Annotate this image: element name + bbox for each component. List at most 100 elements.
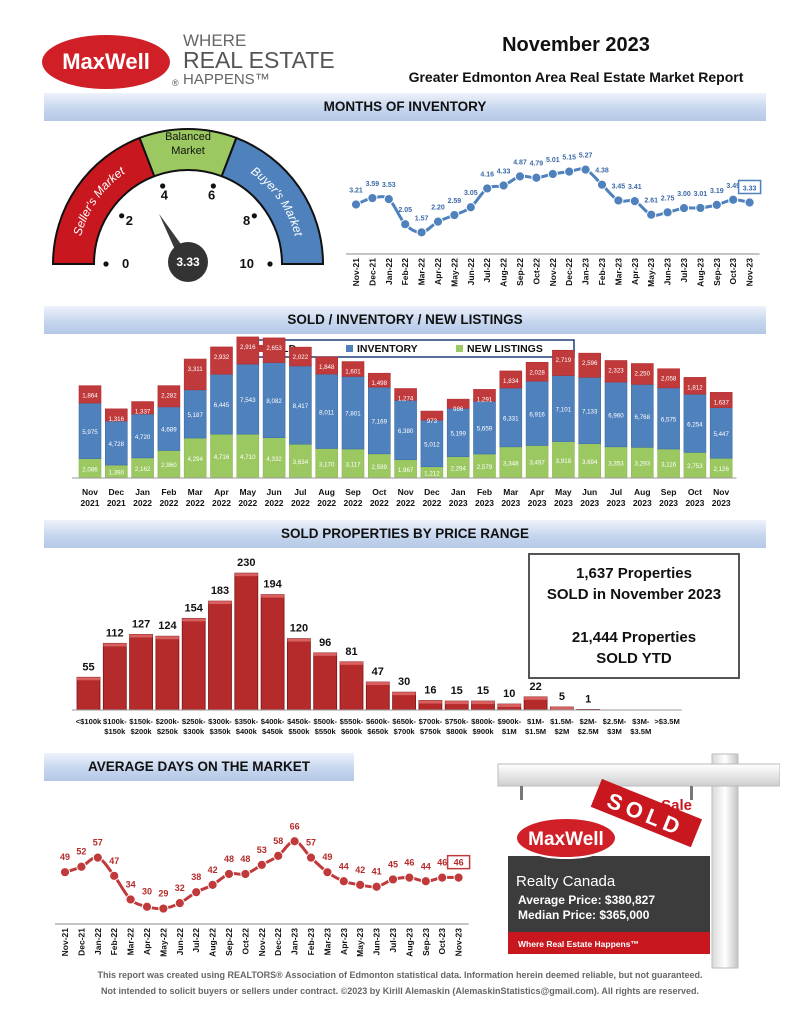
days_on_market-tick-label: May-22 — [158, 928, 168, 957]
sil-bar-sold — [367, 372, 391, 388]
sil-data-label: 1,601 — [345, 369, 361, 376]
sil-tick-year: 2021 — [81, 498, 100, 508]
sil-data-label: 7,801 — [345, 411, 361, 418]
months_of_inventory-data-label: 3.00 — [677, 191, 691, 198]
months_of_inventory-tick-label: Nov-23 — [745, 258, 755, 287]
sil-data-label: 2,028 — [529, 369, 545, 376]
sign-slogan: Where Real Estate Happens™ — [518, 939, 639, 949]
sil-data-label: 1,967 — [398, 467, 414, 474]
months_of_inventory-data-label: 5.27 — [579, 153, 593, 160]
price-tick-label: $350k- — [234, 717, 258, 726]
price-data-label: 183 — [211, 585, 229, 597]
days_on_market-tick-label: Jan-23 — [290, 928, 300, 955]
price-bar — [286, 638, 311, 711]
months_of_inventory-data-label: 4.38 — [595, 168, 609, 175]
months-of-inventory-chart: 3.213.59 3.53 2.051.572.202.593.05 4.16 4.33… — [346, 153, 762, 287]
price-bar-top — [208, 601, 232, 605]
sil-data-label: 1,316 — [109, 416, 125, 423]
sil-data-label: 1,637 — [713, 399, 729, 406]
sil-tick-month: Mar — [503, 487, 519, 497]
sil-tick-year: 2023 — [475, 498, 494, 508]
price-data-label: 15 — [451, 685, 463, 697]
price-bar-top — [418, 700, 442, 704]
price-bar — [129, 634, 153, 711]
days_on_market-point — [338, 876, 349, 887]
days_on_market-point — [174, 897, 185, 909]
months_of_inventory-point — [432, 216, 444, 227]
days_on_market-point — [109, 870, 120, 881]
sil-tick-year: 2023 — [685, 498, 704, 508]
sil-data-label: 8,011 — [319, 409, 335, 416]
months_of_inventory-data-label: 5.01 — [546, 157, 560, 164]
sil-data-label: 2,022 — [293, 354, 309, 361]
months_of_inventory-point — [646, 209, 657, 220]
sil-data-label: 6,575 — [661, 416, 677, 423]
sil-data-label: 2,294 — [450, 465, 466, 472]
gauge-tick-label: 6 — [208, 187, 215, 202]
days_on_market-data-label: 30 — [142, 887, 152, 897]
months_of_inventory-data-label: 4.79 — [530, 161, 544, 168]
price-tick-label: $450k — [262, 727, 284, 736]
days_on_market-point — [387, 874, 399, 885]
sil-bar-sold — [630, 363, 654, 385]
months_of_inventory-tick-label: Mar-22 — [417, 258, 427, 286]
days_on_market-data-label: 53 — [257, 845, 267, 855]
sil-data-label: 5,447 — [713, 431, 729, 438]
days_on_market-data-label: 46 — [454, 858, 464, 868]
days_on_market-data-label: 38 — [191, 872, 201, 882]
sil-data-label: 7,169 — [372, 418, 388, 425]
sil-tick-month: Sep — [661, 487, 677, 497]
sil-tick-month: Aug — [318, 487, 335, 497]
sil-data-label: 6,960 — [608, 412, 624, 419]
days_on_market-tick-label: Sep-22 — [224, 928, 234, 956]
price-tick-label: $250k — [157, 727, 179, 736]
sil-data-label: 5,975 — [82, 429, 98, 436]
days_on_market-point — [371, 881, 382, 892]
footer-disclaimer-1: This report was created using REALTORS® … — [97, 970, 703, 980]
price-tick-label: $500k — [288, 727, 310, 736]
sil-data-label: 3,497 — [529, 460, 545, 467]
sil-tick-month: May — [555, 487, 572, 497]
months_of_inventory-point — [465, 202, 476, 213]
months_of_inventory-point — [498, 180, 509, 191]
days_on_market-data-label: 58 — [273, 836, 283, 846]
days_on_market-point — [141, 901, 153, 912]
section-days-on-market: AVERAGE DAYS ON THE MARKET — [44, 753, 354, 781]
sil-data-label: 6,254 — [687, 421, 703, 428]
price-range-chart: 55 <$100k 112 $100k-$150k 127 $150k-$200k 124 $… — [72, 557, 682, 736]
months_of_inventory-point — [695, 202, 706, 214]
months_of_inventory-data-label: 4.87 — [513, 159, 527, 166]
months_of_inventory-data-label: 3.49 — [726, 183, 740, 190]
price-data-label: 30 — [398, 676, 410, 688]
sil-data-label: 4,728 — [109, 441, 125, 448]
sil-data-label: 2,916 — [240, 344, 256, 351]
days_on_market-data-label: 48 — [240, 854, 250, 864]
gauge-tick-dot — [210, 183, 216, 189]
days_on_market-data-label: 44 — [339, 861, 349, 871]
price-data-label: 120 — [290, 623, 308, 635]
sil-data-label: 7,101 — [556, 407, 572, 414]
months_of_inventory-tick-label: Dec-21 — [367, 258, 377, 286]
price-tick-label: $900k- — [497, 717, 521, 726]
sil-bar-sold — [210, 346, 233, 375]
price-tick-label: $650k- — [392, 717, 416, 726]
days_on_market-point — [76, 861, 87, 872]
sil-data-label: 8,417 — [293, 403, 309, 410]
price-tick-label: $2M — [555, 727, 570, 736]
price-tick-label: $100k- — [103, 717, 127, 726]
summary-sold-month-count: 1,637 Properties — [576, 565, 692, 582]
sil-bar-sold — [709, 392, 733, 408]
price-tick-label: $2.5M- — [603, 717, 627, 726]
days_on_market-tick-label: Jun-22 — [175, 928, 185, 956]
gauge-tick-label: 0 — [122, 256, 129, 271]
sil-tick-month: Nov — [398, 487, 414, 497]
sil-tick-year: 2022 — [291, 498, 310, 508]
price-tick-label: $2.5M — [578, 727, 599, 736]
sil-data-label: 1,864 — [82, 393, 98, 400]
price-bar-top — [550, 707, 574, 710]
days_on_market-data-label: 57 — [93, 838, 103, 848]
months_of_inventory-last-box — [737, 179, 762, 195]
price-tick-label: $750k — [420, 727, 442, 736]
price-tick-label: $1M — [502, 727, 517, 736]
sil-tick-month: Jul — [294, 487, 306, 497]
